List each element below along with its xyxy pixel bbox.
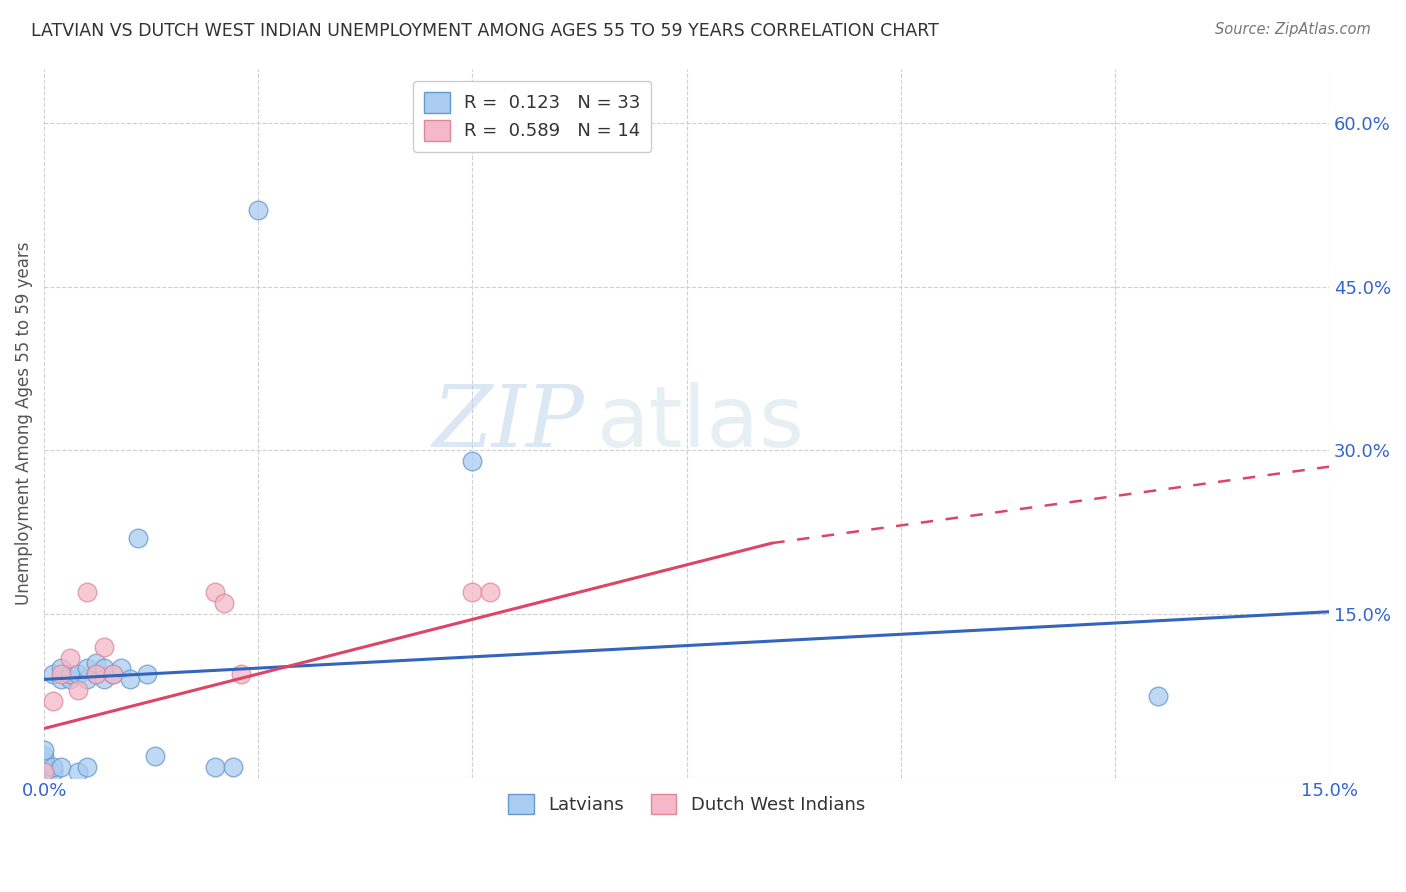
Point bbox=[59, 667, 82, 681]
Y-axis label: Unemployment Among Ages 55 to 59 years: Unemployment Among Ages 55 to 59 years bbox=[15, 242, 32, 605]
Point bbox=[76, 661, 98, 675]
Point bbox=[76, 673, 98, 687]
Point bbox=[145, 748, 167, 763]
Point bbox=[76, 759, 98, 773]
Point bbox=[67, 667, 90, 681]
Point bbox=[101, 667, 124, 681]
Point bbox=[32, 748, 55, 763]
Point bbox=[32, 743, 55, 757]
Point bbox=[41, 765, 63, 780]
Point bbox=[41, 667, 63, 681]
Point bbox=[1146, 689, 1168, 703]
Point bbox=[51, 673, 73, 687]
Point bbox=[212, 596, 235, 610]
Point bbox=[76, 585, 98, 599]
Point bbox=[101, 667, 124, 681]
Point bbox=[59, 650, 82, 665]
Point bbox=[59, 673, 82, 687]
Point bbox=[461, 454, 484, 468]
Point bbox=[127, 531, 149, 545]
Point bbox=[118, 673, 141, 687]
Point bbox=[67, 765, 90, 780]
Point bbox=[41, 759, 63, 773]
Point bbox=[110, 661, 132, 675]
Point bbox=[461, 585, 484, 599]
Point bbox=[93, 661, 115, 675]
Text: ZIP: ZIP bbox=[432, 382, 583, 465]
Point bbox=[41, 694, 63, 708]
Point bbox=[204, 585, 226, 599]
Point bbox=[32, 765, 55, 780]
Point bbox=[32, 754, 55, 768]
Text: LATVIAN VS DUTCH WEST INDIAN UNEMPLOYMENT AMONG AGES 55 TO 59 YEARS CORRELATION : LATVIAN VS DUTCH WEST INDIAN UNEMPLOYMEN… bbox=[31, 22, 939, 40]
Point bbox=[204, 759, 226, 773]
Point bbox=[93, 640, 115, 654]
Point bbox=[221, 759, 243, 773]
Point bbox=[84, 667, 107, 681]
Point bbox=[32, 765, 55, 780]
Point bbox=[84, 656, 107, 670]
Point bbox=[231, 667, 253, 681]
Point bbox=[51, 661, 73, 675]
Text: atlas: atlas bbox=[596, 382, 804, 465]
Text: Source: ZipAtlas.com: Source: ZipAtlas.com bbox=[1215, 22, 1371, 37]
Point bbox=[51, 759, 73, 773]
Point bbox=[51, 667, 73, 681]
Point bbox=[32, 759, 55, 773]
Point bbox=[67, 683, 90, 698]
Point bbox=[135, 667, 157, 681]
Point bbox=[478, 585, 501, 599]
Point bbox=[84, 667, 107, 681]
Point bbox=[93, 673, 115, 687]
Point bbox=[247, 203, 270, 218]
Legend: Latvians, Dutch West Indians: Latvians, Dutch West Indians bbox=[498, 783, 876, 825]
